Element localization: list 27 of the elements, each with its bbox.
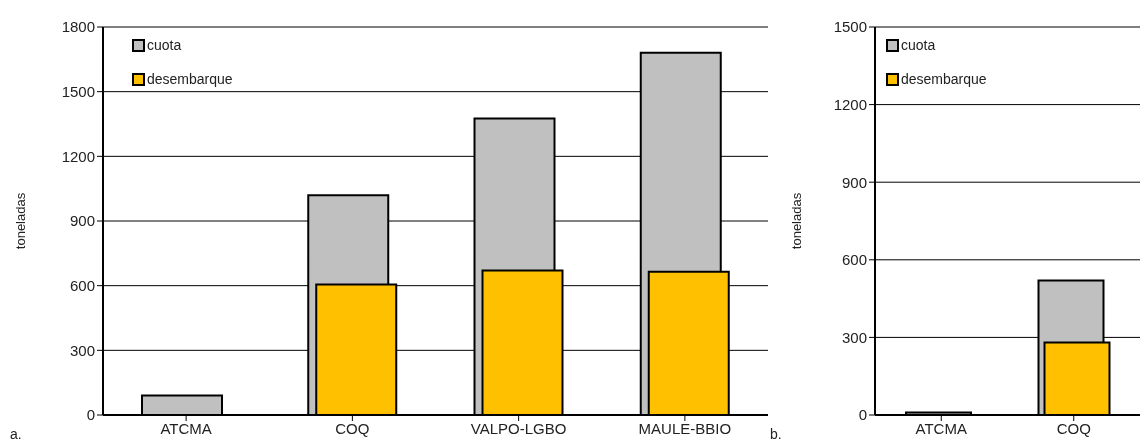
text: a. — [10, 426, 22, 442]
y-tick-label: 1800 — [61, 18, 95, 36]
y-tick-label: 600 — [69, 276, 95, 294]
x-tick-label: COQ — [1056, 419, 1091, 437]
legend-label: desembarque — [901, 71, 987, 87]
x-tick-label: COQ — [335, 419, 370, 437]
y-tick-label: 1200 — [833, 95, 867, 113]
legend-label: cuota — [901, 37, 936, 53]
y-tick-label: 1500 — [833, 18, 867, 36]
x-tick-label: MAULE-BBIO — [638, 419, 732, 437]
y-axis-title: toneladas — [12, 192, 28, 250]
y-tick-label: 1200 — [61, 147, 95, 165]
legend-label: cuota — [147, 37, 182, 53]
y-tick-label: 300 — [69, 341, 95, 359]
y-tick-label: 600 — [841, 251, 867, 269]
y-tick-label: 900 — [841, 173, 867, 191]
y-tick-label: 0 — [858, 406, 867, 424]
y-tick-label: 1500 — [61, 82, 95, 100]
y-tick-label: 300 — [841, 328, 867, 346]
y-tick-label: 900 — [69, 212, 95, 230]
text: b. — [770, 426, 782, 442]
y-tick-label: 0 — [86, 406, 95, 424]
x-tick-label: ATCMA — [915, 419, 967, 437]
x-tick-label: ATCMA — [160, 419, 212, 437]
y-axis-title: toneladas — [788, 192, 804, 250]
legend-label: desembarque — [147, 71, 233, 87]
x-tick-label: VALPO-LGBO — [470, 419, 567, 437]
